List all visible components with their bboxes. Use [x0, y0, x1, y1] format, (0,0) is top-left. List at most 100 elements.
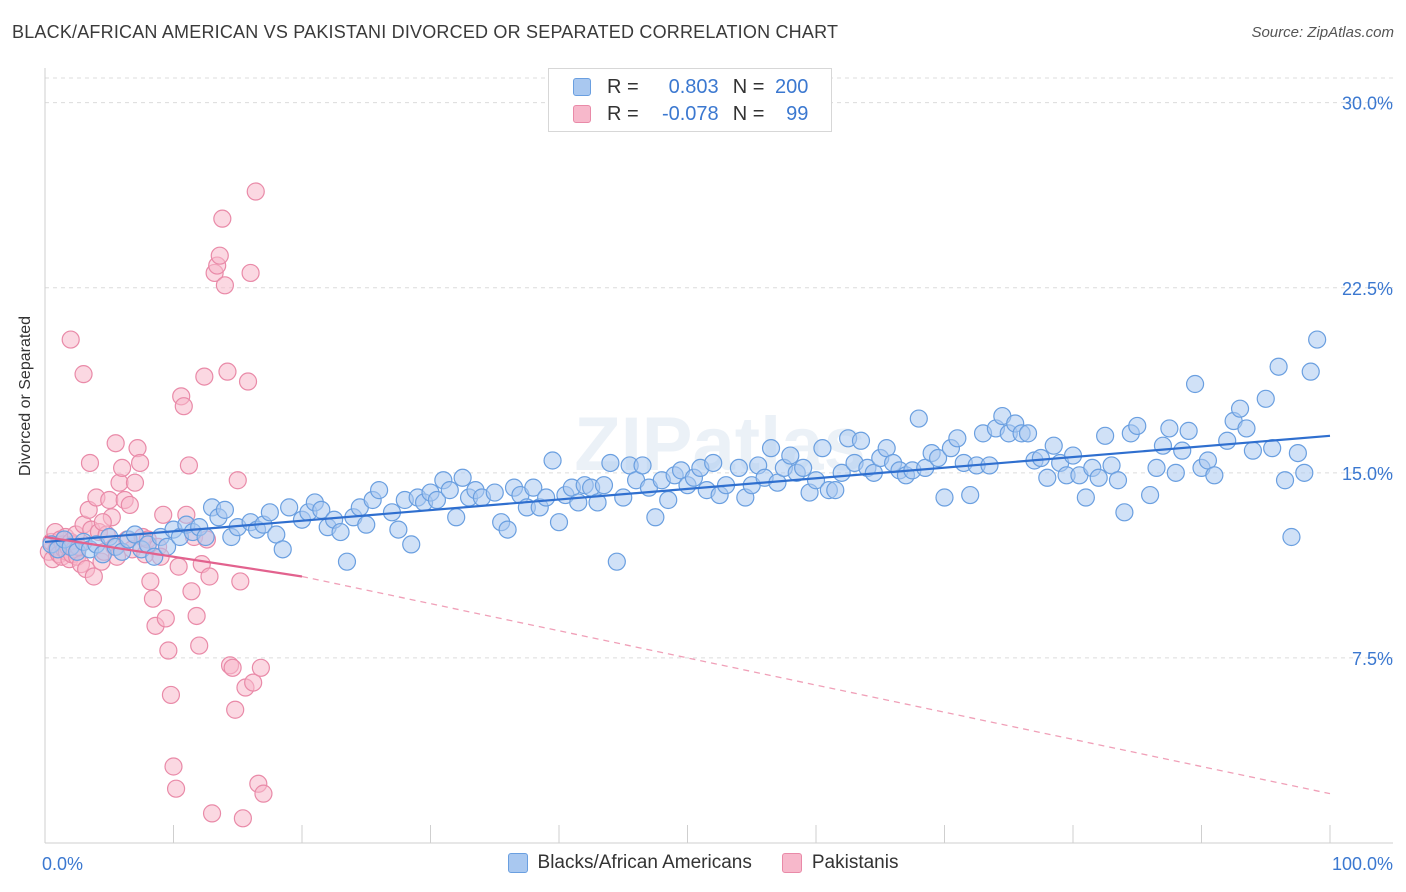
data-point-blacks: [1269, 357, 1288, 376]
data-point-pakistanis: [246, 182, 265, 201]
grid-lines: [45, 77, 1393, 659]
data-point-blacks: [826, 481, 845, 500]
data-point-blacks: [928, 448, 948, 468]
legend-swatch-pakistanis: [573, 105, 591, 123]
data-point-pakistanis: [182, 582, 201, 601]
data-point-blacks: [1218, 431, 1237, 450]
data-point-pakistanis: [100, 490, 119, 510]
data-point-pakistanis: [80, 453, 100, 473]
data-point-blacks: [215, 500, 234, 519]
data-point-pakistanis: [223, 658, 242, 677]
data-point-pakistanis: [238, 372, 258, 391]
series-legend: Blacks/African Americans Pakistanis: [0, 852, 1406, 874]
data-point-pakistanis: [84, 567, 103, 586]
data-point-blacks: [1153, 436, 1173, 455]
legend-r-value: -0.078: [661, 102, 719, 125]
trend-line-pakistanis-extended: [301, 575, 1331, 795]
data-point-blacks: [549, 513, 569, 532]
data-point-blacks: [1243, 441, 1263, 460]
data-point-blacks: [1089, 468, 1108, 487]
data-point-pakistanis: [164, 757, 183, 776]
x-tick-label: 100.0%: [1332, 854, 1393, 874]
legend-n-label: N =: [732, 102, 765, 125]
y-tick-label: 7.5%: [1352, 649, 1393, 669]
data-point-blacks: [453, 468, 472, 487]
data-point-pakistanis: [159, 641, 178, 660]
tick-labels: 7.5% 15.0% 22.5% 30.0% 0.0% 100.0%: [42, 94, 1393, 874]
data-point-blacks: [485, 483, 504, 502]
data-point-blacks: [1230, 399, 1250, 418]
data-point-blacks: [594, 476, 614, 495]
legend-row-blacks: R = 0.803 N = 200: [573, 75, 808, 99]
legend-item-pakistanis: Pakistanis: [781, 852, 899, 874]
data-point-blacks: [389, 520, 408, 539]
data-point-blacks: [260, 503, 279, 522]
data-point-blacks: [537, 488, 556, 507]
data-point-pakistanis: [143, 589, 163, 608]
y-tick-label: 15.0%: [1342, 464, 1393, 484]
data-point-blacks: [961, 485, 980, 505]
data-point-blacks: [273, 540, 292, 559]
series-blacks: [42, 330, 1327, 571]
data-point-blacks: [646, 508, 665, 527]
legend-n-value: 99: [786, 102, 809, 125]
data-point-blacks: [1115, 503, 1134, 522]
trend-line-pakistanis: [44, 535, 303, 578]
data-point-blacks: [1237, 419, 1256, 438]
data-point-blacks: [1160, 419, 1179, 438]
legend-swatch-pakistanis: [781, 853, 802, 873]
trend-line-blacks: [44, 434, 1331, 544]
data-point-blacks: [1263, 439, 1282, 458]
data-point-blacks: [1256, 389, 1275, 408]
data-point-blacks: [1140, 485, 1160, 505]
legend-label-blacks: Blacks/African Americans: [537, 852, 752, 873]
data-point-pakistanis: [231, 572, 250, 591]
correlation-legend: R = 0.803 N = 200 R = -0.078 N = 99: [548, 68, 832, 132]
chart-title: BLACK/AFRICAN AMERICAN VS PAKISTANI DIVO…: [12, 22, 839, 42]
y-tick-label: 30.0%: [1342, 94, 1393, 114]
data-point-pakistanis: [154, 505, 173, 524]
data-point-pakistanis: [187, 606, 206, 626]
data-point-blacks: [543, 451, 562, 470]
source-label: Source: ZipAtlas.com: [1251, 24, 1394, 41]
data-point-blacks: [280, 498, 299, 517]
data-point-pakistanis: [74, 365, 93, 384]
data-point-blacks: [935, 488, 954, 507]
data-point-blacks: [1308, 330, 1327, 349]
data-point-pakistanis: [254, 784, 273, 803]
data-point-blacks: [794, 458, 813, 478]
data-point-pakistanis: [130, 453, 150, 473]
data-point-blacks: [1096, 426, 1115, 445]
data-point-blacks: [614, 488, 633, 507]
legend-r-value: 0.803: [668, 75, 719, 98]
data-point-blacks: [1275, 471, 1295, 490]
data-point-blacks: [498, 520, 517, 539]
data-point-blacks: [1288, 443, 1307, 463]
data-point-blacks: [909, 409, 928, 428]
data-point-blacks: [1173, 441, 1192, 460]
data-point-pakistanis: [215, 276, 234, 295]
legend-label-pakistanis: Pakistanis: [811, 852, 899, 873]
data-point-blacks: [704, 453, 723, 473]
data-point-pakistanis: [169, 557, 188, 576]
data-point-pakistanis: [61, 330, 80, 349]
data-point-blacks: [357, 515, 376, 534]
data-point-blacks: [601, 453, 620, 473]
data-point-blacks: [948, 429, 967, 448]
data-point-blacks: [1295, 463, 1314, 482]
data-point-blacks: [1301, 362, 1320, 381]
data-point-blacks: [633, 456, 652, 475]
data-point-pakistanis: [166, 779, 186, 798]
data-point-pakistanis: [251, 658, 270, 677]
data-point-blacks: [524, 478, 543, 497]
data-point-pakistanis: [200, 567, 219, 586]
data-point-blacks: [402, 535, 421, 554]
data-point-pakistanis: [195, 367, 214, 386]
data-point-blacks: [1166, 463, 1185, 482]
data-point-pakistanis: [179, 456, 199, 475]
data-point-pakistanis: [174, 397, 193, 416]
data-point-blacks: [813, 439, 832, 458]
data-point-pakistanis: [156, 609, 175, 628]
data-point-pakistanis: [210, 246, 229, 265]
legend-n-label: N =: [732, 75, 765, 98]
